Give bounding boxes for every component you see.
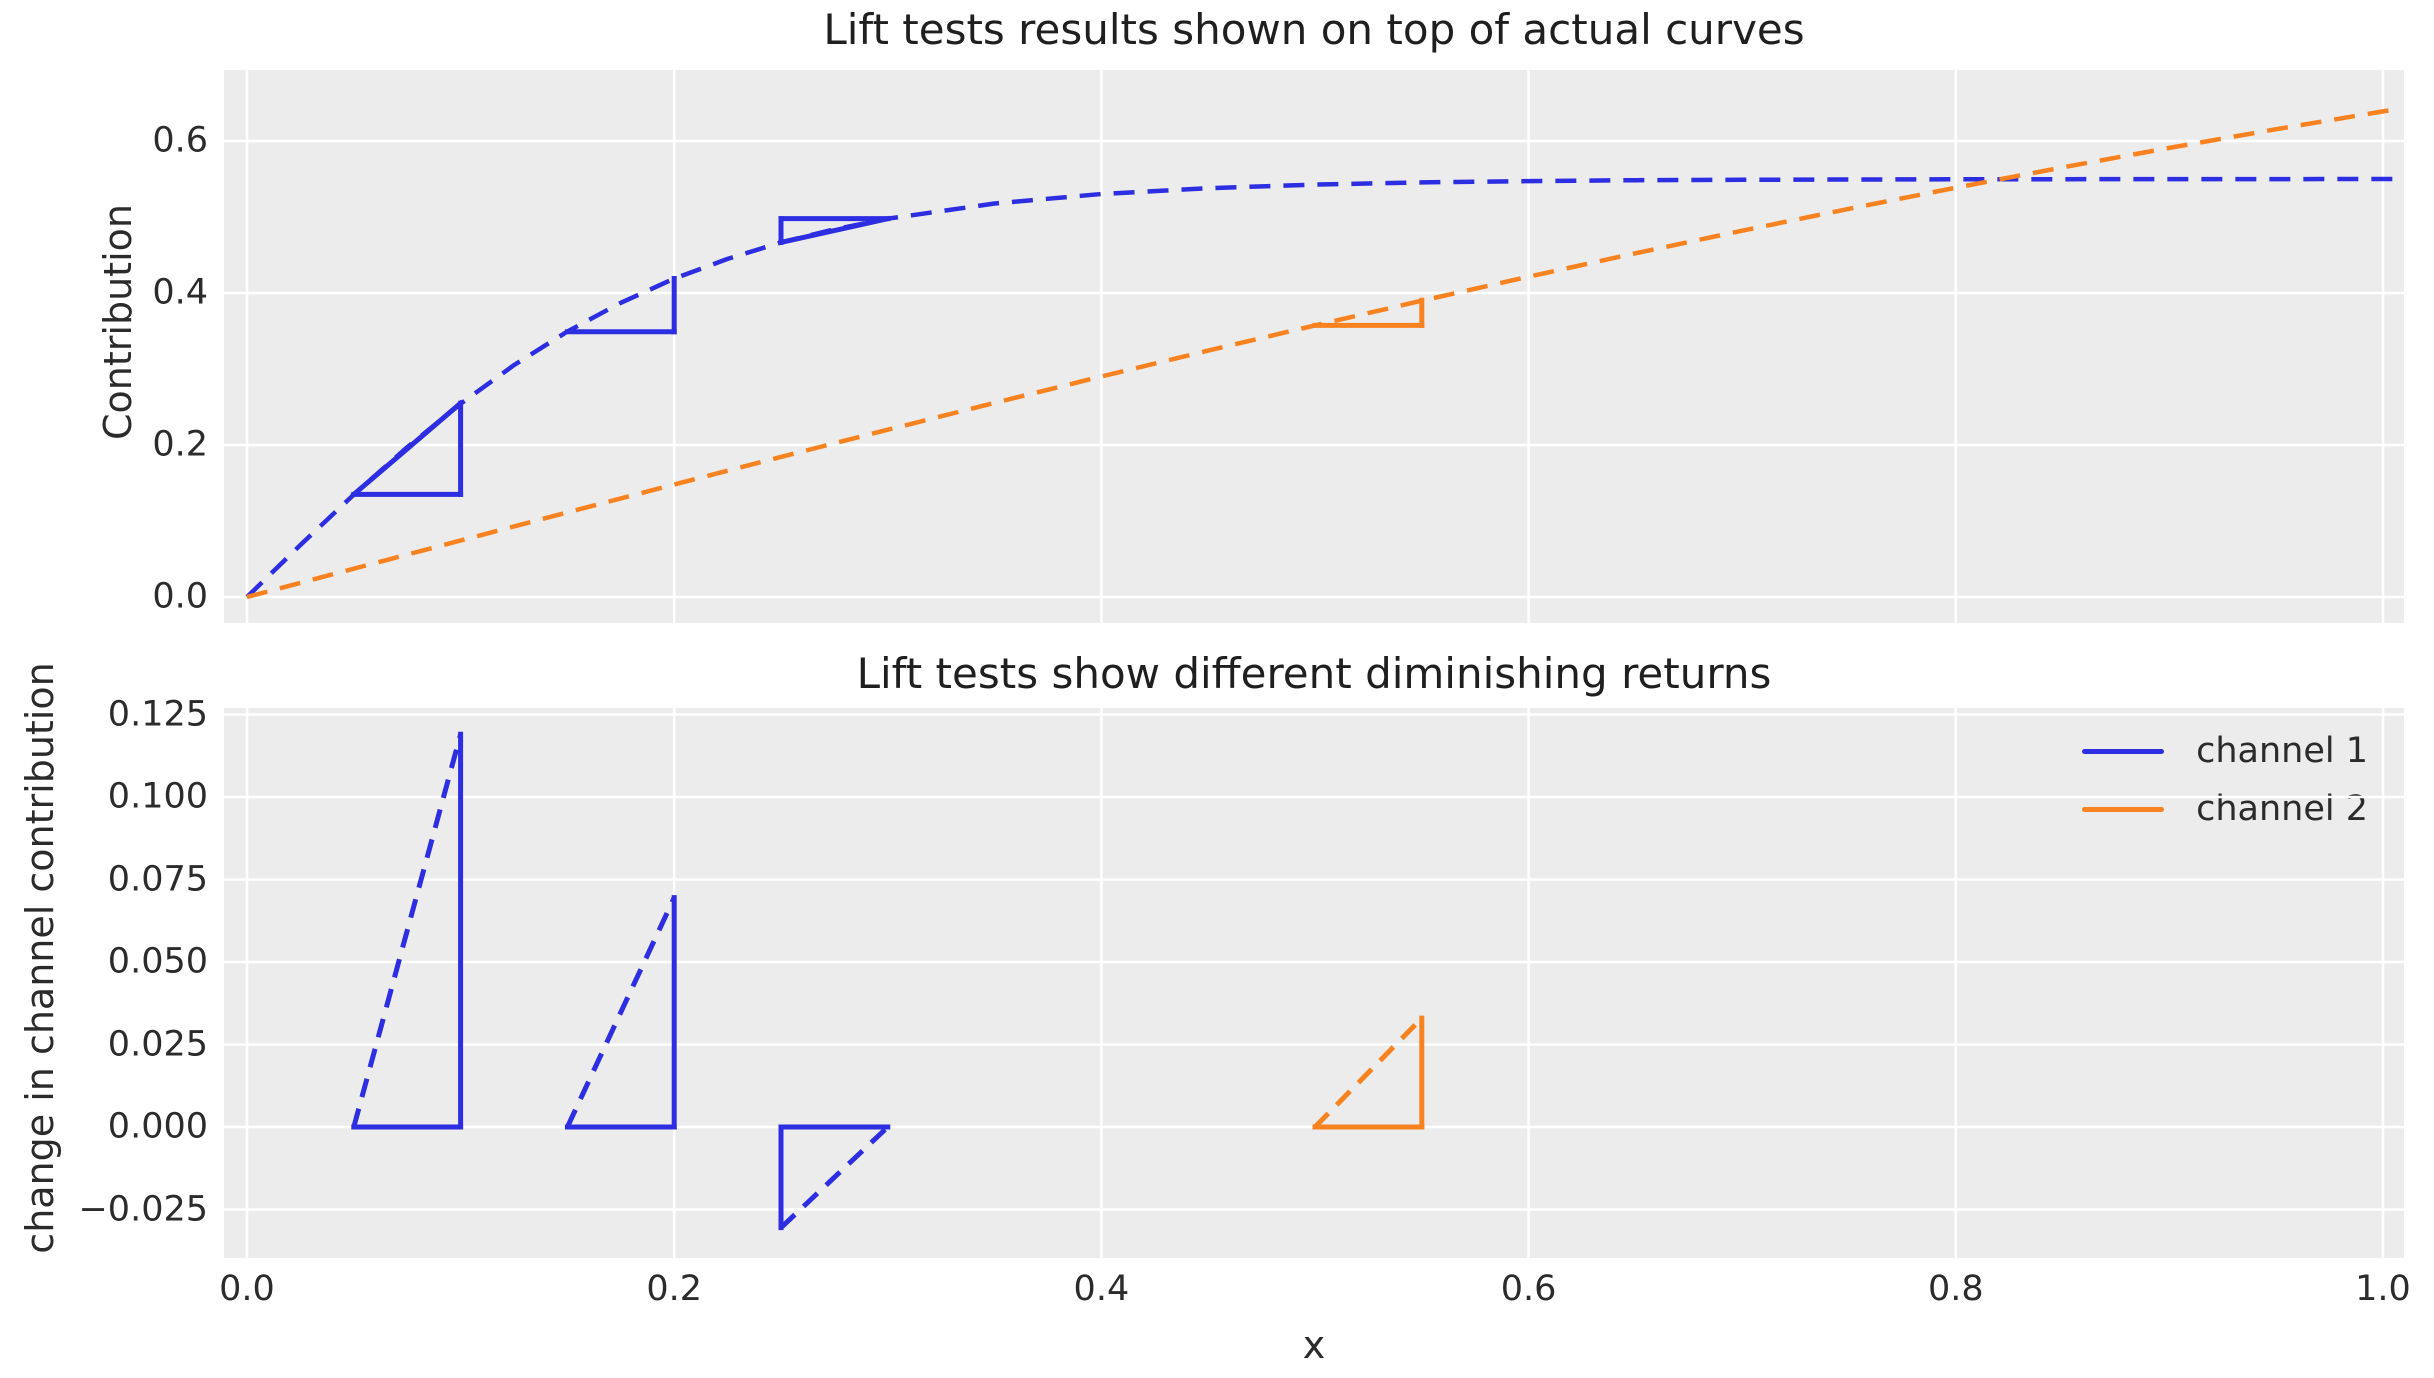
- y-tick-label: 0.0: [152, 576, 208, 617]
- y-tick-label: −0.025: [78, 1189, 208, 1229]
- y-tick-label: 0.100: [107, 776, 208, 817]
- x-tick-label: 0.2: [646, 1269, 703, 1309]
- x-tick-label: 0.6: [1500, 1269, 1557, 1309]
- y-tick-label: 0.050: [107, 941, 208, 982]
- lift-test-segment-channel-1: [565, 896, 677, 1129]
- bottom-chart-ylabel: change in channel contribution: [18, 662, 62, 1254]
- lift-test-segment-channel-1: [779, 1125, 890, 1230]
- lift-test-segment-channel-1: [351, 733, 464, 1128]
- y-tick-label: 0.125: [107, 694, 208, 734]
- x-tick-label: 0.0: [219, 1269, 275, 1309]
- curve-channel-1: [245, 176, 2401, 599]
- legend: channel 1 channel 2: [2082, 730, 2368, 830]
- bottom-chart-title: Lift tests show different diminishing re…: [856, 649, 1772, 698]
- lift-test-segment-channel-2: [1313, 1016, 1424, 1129]
- top-chart-title: Lift tests results shown on top of actua…: [823, 5, 1805, 54]
- legend-label-channel-1: channel 1: [2196, 731, 2368, 771]
- channel-2-line-swatch: [2082, 806, 2165, 812]
- y-tick-label: 0.2: [152, 424, 208, 465]
- y-tick-label: 0.6: [152, 120, 208, 161]
- y-tick-label: 0.4: [152, 272, 208, 313]
- legend-item-channel-1: channel 1: [2082, 730, 2368, 772]
- top-chart-ylabel: Contribution: [96, 204, 140, 440]
- y-tick-label: 0.000: [107, 1106, 208, 1147]
- bottom-chart: Lift tests show different diminishing re…: [78, 649, 2410, 1307]
- x-tick-label: 0.4: [1073, 1269, 1130, 1309]
- legend-item-channel-2: channel 2: [2082, 788, 2368, 830]
- top-chart: Lift tests results shown on top of actua…: [152, 5, 2404, 623]
- channel-1-line-swatch: [2082, 748, 2165, 754]
- curve-channel-2: [246, 106, 2401, 600]
- x-tick-label: 1.0: [2355, 1269, 2411, 1309]
- plot-canvas: [224, 708, 2404, 1258]
- lift-test-segment-channel-1: [778, 215, 891, 246]
- legend-label-channel-2: channel 2: [2196, 789, 2368, 829]
- x-tick-label: 0.8: [1927, 1269, 1984, 1309]
- x-axis-label: x: [1302, 1323, 1326, 1367]
- y-tick-label: 0.025: [107, 1024, 208, 1064]
- y-tick-label: 0.075: [107, 859, 208, 899]
- plot-canvas: [224, 70, 2404, 623]
